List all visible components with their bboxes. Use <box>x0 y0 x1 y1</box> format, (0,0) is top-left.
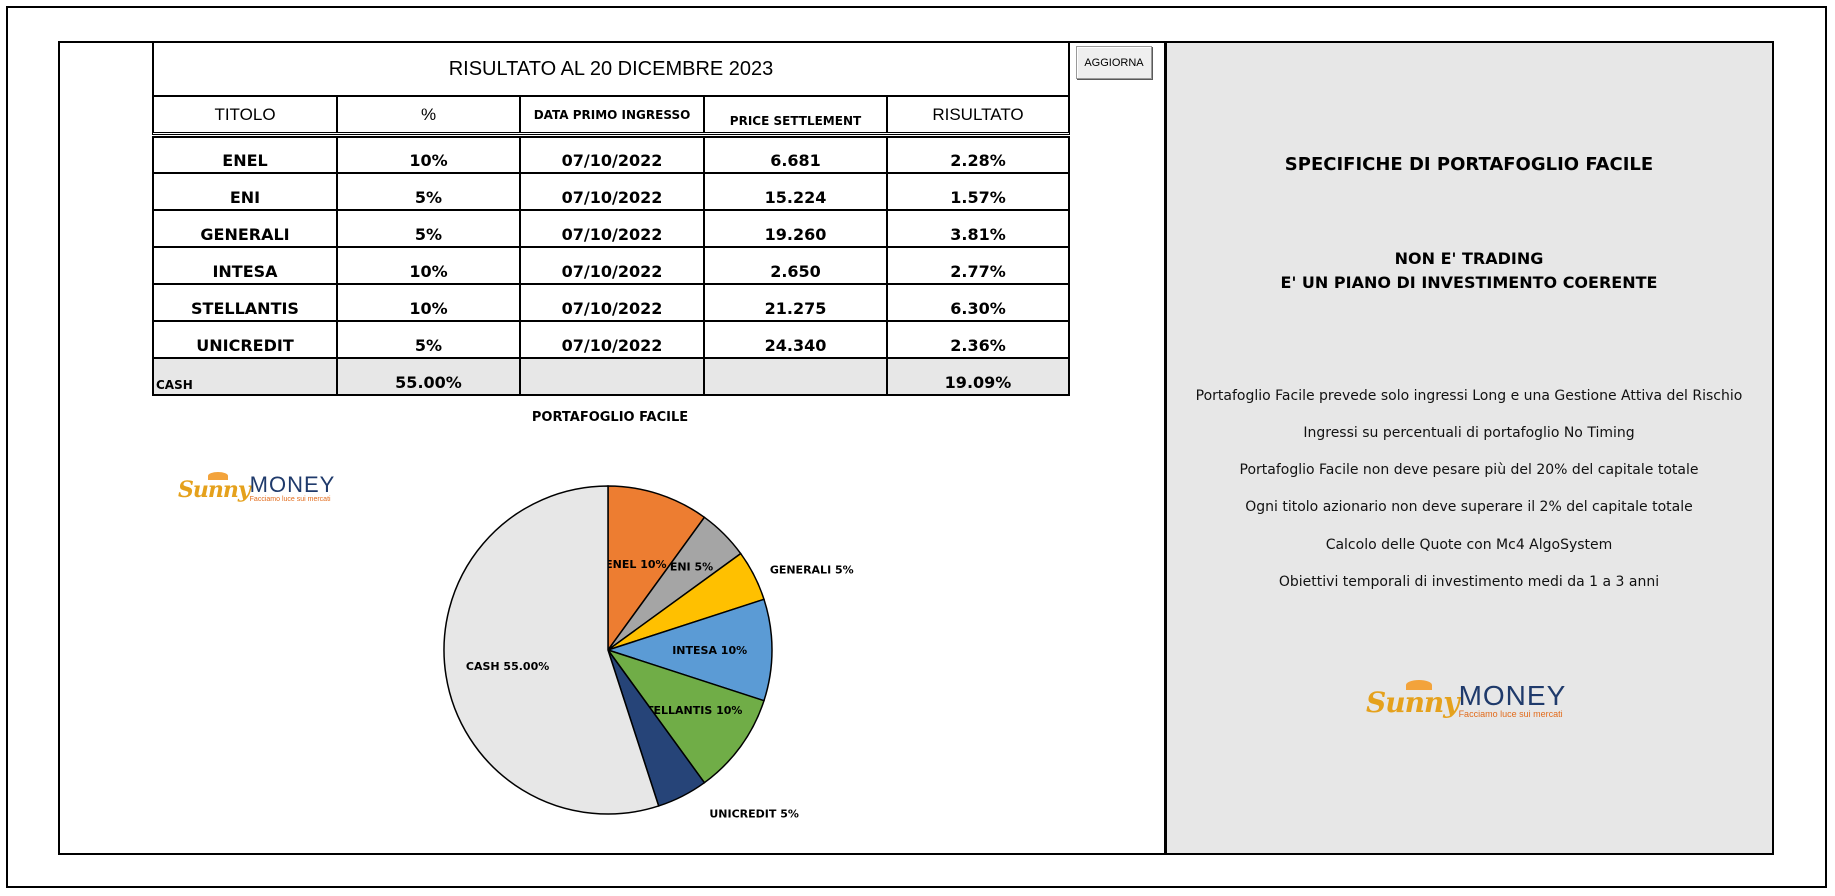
cell-titolo: STELLANTIS <box>154 285 338 320</box>
table-row: INTESA 10% 07/10/2022 2.650 2.77% <box>152 248 1070 285</box>
spec-line: Ingressi su percentuali di portafoglio N… <box>1303 425 1635 441</box>
table-body: ENEL 10% 07/10/2022 6.681 2.28% ENI 5% 0… <box>152 136 1070 396</box>
table-row: ENI 5% 07/10/2022 15.224 1.57% <box>152 174 1070 211</box>
cell-cash-empty <box>705 359 888 394</box>
pie-label-stellantis: STELLANTIS 10% <box>638 704 742 717</box>
pie-label-cash: CASH 55.00% <box>466 660 549 673</box>
specs-panel <box>1164 41 1774 855</box>
cell-price: 19.260 <box>705 211 888 246</box>
cell-risultato: 3.81% <box>950 225 1006 244</box>
cell-titolo: UNICREDIT <box>154 322 338 357</box>
cell-titolo: ENEL <box>154 138 338 172</box>
aggiorna-button[interactable]: AGGIORNA <box>1076 46 1152 79</box>
pie-label-enel: ENEL 10% <box>605 558 666 571</box>
cell-percent: 10% <box>338 138 521 172</box>
header-data-primo-ingresso: DATA PRIMO INGRESSO <box>521 97 705 132</box>
pie-label-generali: GENERALI 5% <box>770 564 854 577</box>
sun-icon <box>1406 680 1432 690</box>
table-row: UNICREDIT 5% 07/10/2022 24.340 2.36% <box>152 322 1070 359</box>
logo-sunny: Sunny <box>1366 686 1460 719</box>
cell-cash-risultato: 19.09% <box>944 373 1012 392</box>
cell-percent: 10% <box>338 285 521 320</box>
header-percent: % <box>338 97 521 132</box>
cell-price: 21.275 <box>705 285 888 320</box>
table-title: RISULTATO AL 20 DICEMBRE 2023 <box>152 41 1070 96</box>
specs-subtitle-1: NON E' TRADING <box>1394 249 1544 268</box>
cell-percent: 10% <box>338 248 521 283</box>
cell-data: 07/10/2022 <box>521 174 705 209</box>
cell-price: 2.650 <box>705 248 888 283</box>
pie-slice-cash <box>443 485 660 815</box>
cell-titolo: INTESA <box>154 248 338 283</box>
cell-percent: 5% <box>338 322 521 357</box>
logo-money: MONEY <box>1458 680 1567 711</box>
spec-line: Obiettivi temporali di investimento medi… <box>1278 574 1660 590</box>
pie-label-intesa: INTESA 10% <box>672 644 747 657</box>
cell-risultato: 1.57% <box>950 188 1006 207</box>
cell-cash-percent: 55.00% <box>338 359 521 394</box>
cell-data: 07/10/2022 <box>521 285 705 320</box>
spec-line: Portafoglio Facile prevede solo ingressi… <box>1195 388 1743 404</box>
cell-percent: 5% <box>338 174 521 209</box>
pie-slice-intesa <box>605 598 773 702</box>
spec-line: Ogni titolo azionario non deve superare … <box>1245 499 1693 515</box>
chart-title: PORTAFOGLIO FACILE <box>531 410 689 425</box>
pie-slice-stellantis <box>606 648 765 784</box>
cell-titolo: GENERALI <box>154 211 338 246</box>
pie-label-unicredit: UNICREDIT 5% <box>709 808 799 821</box>
cell-data: 07/10/2022 <box>521 138 705 172</box>
cell-risultato: 2.77% <box>950 262 1006 281</box>
pie-slice-enel <box>607 485 706 653</box>
sun-icon <box>208 472 228 480</box>
cell-risultato: 6.30% <box>950 299 1006 318</box>
cell-titolo: ENI <box>154 174 338 209</box>
specs-subtitle-2: E' UN PIANO DI INVESTIMENTO COERENTE <box>1280 273 1658 292</box>
cell-cash-label: CASH <box>154 359 338 394</box>
cell-price: 15.224 <box>705 174 888 209</box>
pie-chart: ENEL 10% ENI 5% GENERALI 5% INTESA 10% STELL… <box>443 485 854 821</box>
cell-price: 6.681 <box>705 138 888 172</box>
header-titolo: TITOLO <box>154 97 338 132</box>
table-row: GENERALI 5% 07/10/2022 19.260 3.81% <box>152 211 1070 248</box>
cell-price: 24.340 <box>705 322 888 357</box>
table-row: STELLANTIS 10% 07/10/2022 21.275 6.30% <box>152 285 1070 322</box>
table-row: ENEL 10% 07/10/2022 6.681 2.28% <box>152 136 1070 174</box>
table-header-row: TITOLO % DATA PRIMO INGRESSO PRICE SETTL… <box>152 95 1070 135</box>
header-price-settlement: PRICE SETTLEMENT <box>705 97 888 132</box>
cell-cash-empty <box>521 359 705 394</box>
logo-money-block: MONEY Facciamo luce sui mercati <box>249 472 336 504</box>
sunny-money-logo-right: Sunny MONEY Facciamo luce sui mercati <box>1366 680 1567 719</box>
logo-tagline: Facciamo luce sui mercati <box>1458 709 1563 719</box>
header-risultato: RISULTATO <box>932 104 1024 124</box>
spec-line: Calcolo delle Quote con Mc4 AlgoSystem <box>1325 537 1613 553</box>
logo-tagline: Facciamo luce sui mercati <box>249 496 331 503</box>
pie-label-eni: ENI 5% <box>670 561 713 574</box>
sunny-money-logo: Sunny MONEY Facciamo luce sui mercati <box>178 472 336 504</box>
logo-sunny: Sunny <box>178 477 251 503</box>
logo-money-block: MONEY Facciamo luce sui mercati <box>1459 682 1567 719</box>
specs-title: SPECIFICHE DI PORTAFOGLIO FACILE <box>1284 154 1654 175</box>
cell-risultato: 2.36% <box>950 336 1006 355</box>
logo-money: MONEY <box>249 472 336 497</box>
cell-data: 07/10/2022 <box>521 211 705 246</box>
cell-data: 07/10/2022 <box>521 248 705 283</box>
cell-data: 07/10/2022 <box>521 322 705 357</box>
outer-frame <box>6 6 1827 888</box>
cell-percent: 5% <box>338 211 521 246</box>
cell-risultato: 2.28% <box>950 151 1006 170</box>
spec-line: Portafoglio Facile non deve pesare più d… <box>1239 462 1699 478</box>
table-row-cash: CASH 55.00% 19.09% <box>152 359 1070 396</box>
